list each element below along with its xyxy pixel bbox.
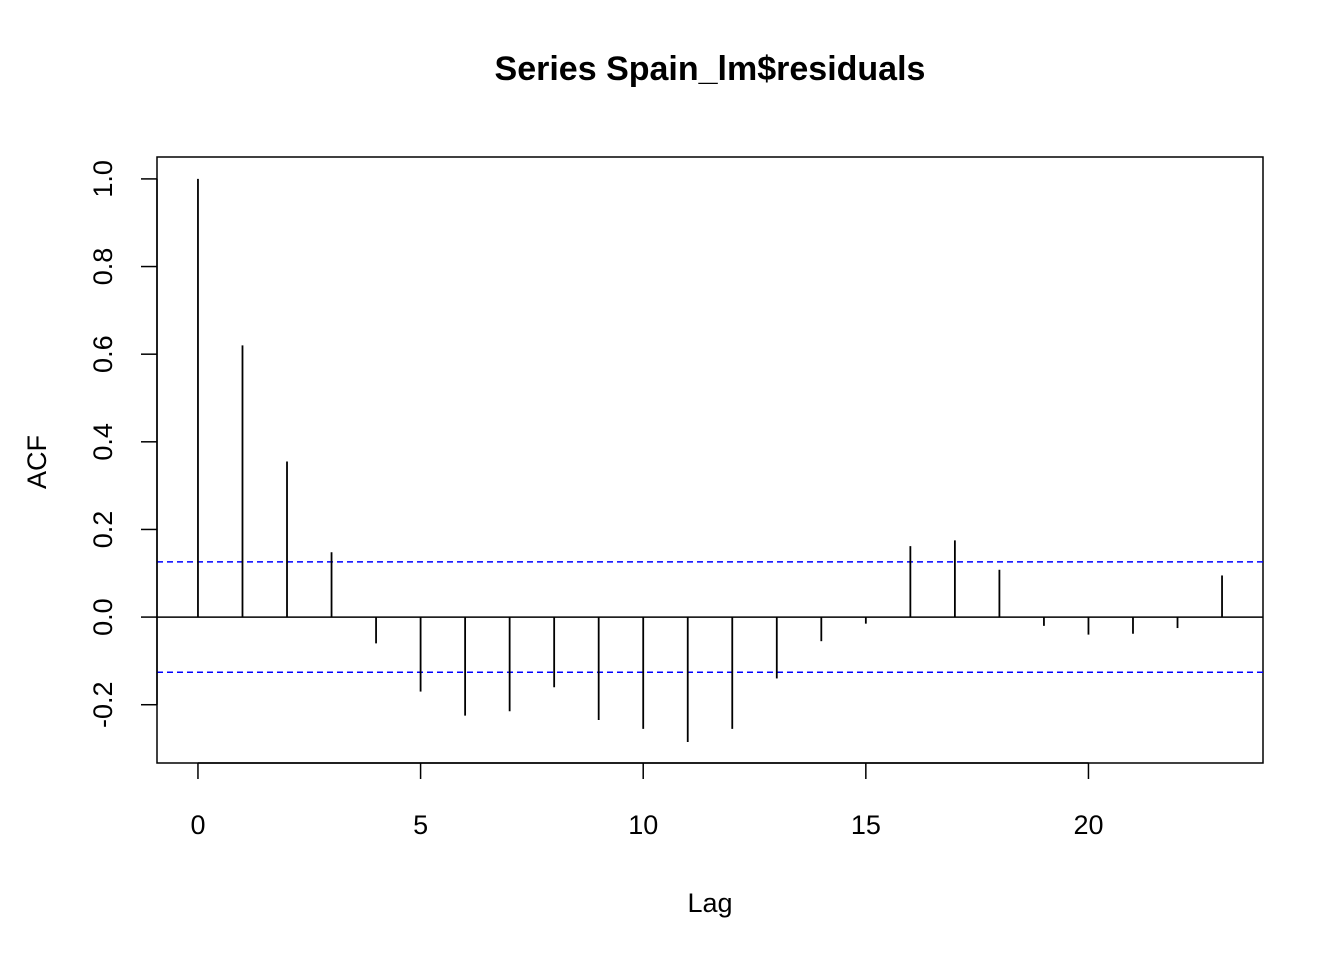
x-tick-label: 5	[413, 810, 428, 840]
plot-area	[156, 156, 1264, 764]
y-tick-label: -0.2	[88, 681, 118, 728]
x-tick-label: 15	[851, 810, 881, 840]
chart-title: Series Spain_lm$residuals	[495, 50, 926, 88]
y-tick-label: 1.0	[88, 160, 118, 198]
y-axis-label: ACF	[22, 435, 52, 489]
x-tick-label: 20	[1073, 810, 1103, 840]
x-tick-label: 10	[628, 810, 658, 840]
x-axis-label: Lag	[687, 888, 732, 918]
x-axis: 0 5 10 15 20	[190, 762, 1103, 840]
x-tick-label: 0	[190, 810, 205, 840]
y-axis: -0.2 0.0 0.2 0.4 0.6 0.8 1.0	[88, 160, 158, 728]
y-tick-label: 0.4	[88, 423, 118, 461]
y-tick-label: 0.6	[88, 335, 118, 373]
y-tick-label: 0.0	[88, 598, 118, 636]
y-tick-label: 0.8	[88, 248, 118, 286]
y-tick-label: 0.2	[88, 511, 118, 549]
